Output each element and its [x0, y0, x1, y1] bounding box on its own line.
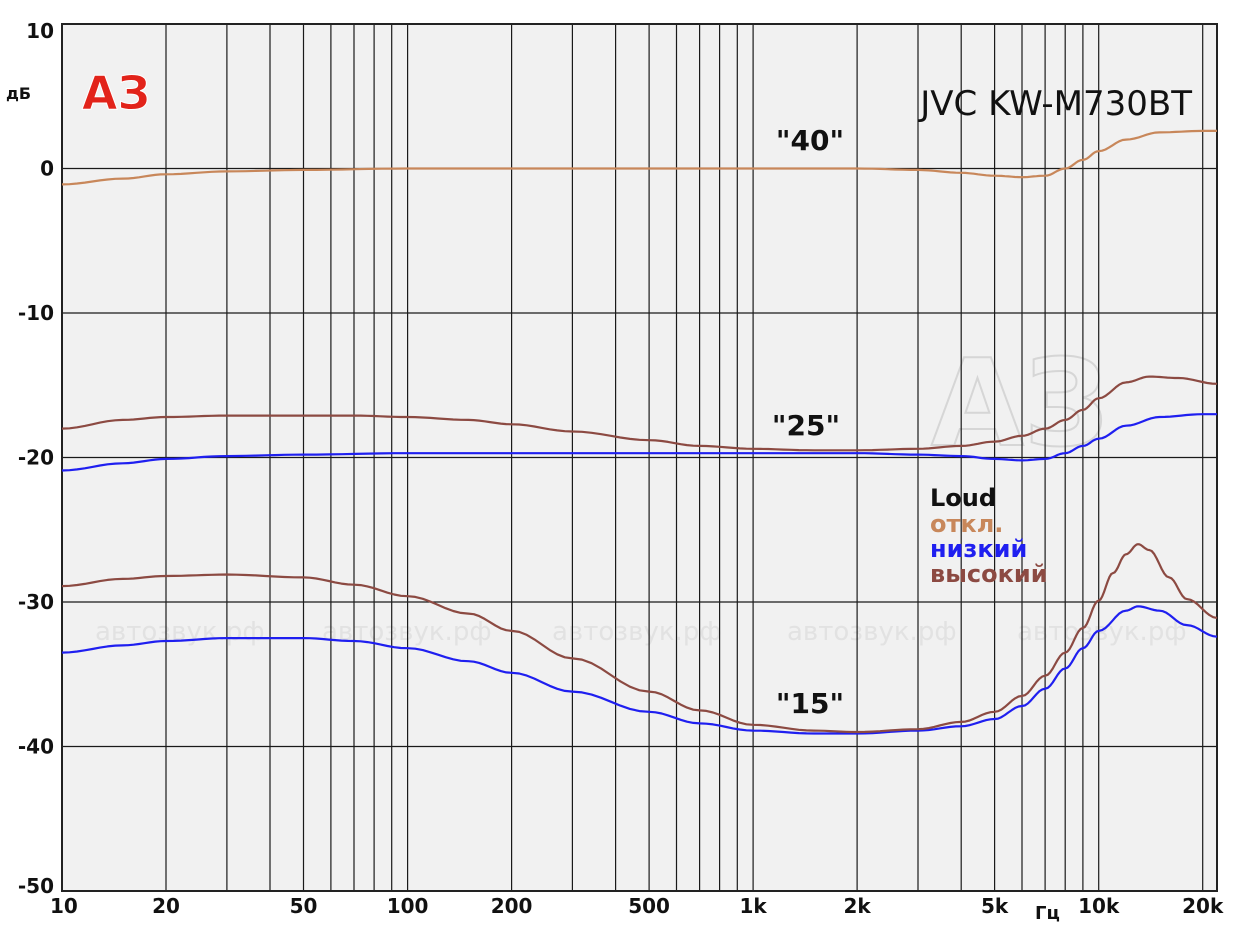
x-tick-label: 1k: [739, 894, 767, 918]
y-tick-label: 0: [40, 157, 54, 181]
watermark-text: автозвук.рф: [1017, 617, 1187, 647]
y-tick-label: -50: [18, 874, 54, 898]
y-tick-label: -10: [18, 301, 54, 325]
x-tick-label: 20k: [1182, 894, 1224, 918]
series-line-0-curve-0: [61, 129, 1217, 186]
legend-item-high: высокий: [930, 560, 1048, 588]
level-annotation-15: "15": [776, 687, 844, 720]
large-logo-watermark-text: АЗ: [931, 335, 1109, 474]
series-line-2-curve-1: [61, 543, 1218, 734]
x-tick-label: 500: [628, 894, 670, 918]
level-annotation-40: "40": [776, 124, 844, 157]
watermark-text: автозвук.рф: [95, 617, 265, 647]
logo-background: [82, 68, 150, 114]
x-tick-label: 100: [387, 894, 429, 918]
x-tick-label: 200: [491, 894, 533, 918]
chart-title: JVC KW-M730BT: [918, 84, 1192, 124]
x-tick-label: 5k: [981, 894, 1009, 918]
watermark-text: автозвук.рф: [552, 617, 722, 647]
watermark-text: автозвук.рф: [787, 617, 957, 647]
watermark-text: автозвук.рф: [322, 617, 492, 647]
x-tick-label: 2k: [843, 894, 871, 918]
legend: Loud откл. низкий высокий: [930, 484, 1048, 588]
logo: АЗ: [81, 66, 150, 121]
legend-item-low: низкий: [930, 535, 1027, 563]
y-tick-labels: 10 0 -10 -20 -30 -40 -50: [18, 19, 54, 898]
x-axis-unit-label: Гц: [1035, 903, 1060, 924]
series-line-1-curve-0: [61, 413, 1217, 472]
y-tick-label: -40: [18, 735, 54, 759]
y-tick-label: -20: [18, 446, 54, 470]
watermark-layer: автозвук.рф автозвук.рф автозвук.рф автозву…: [95, 617, 1187, 647]
legend-title: Loud: [930, 484, 996, 512]
level-annotation-25: "25": [772, 409, 840, 442]
series-line-2-curve-0: [61, 375, 1218, 452]
y-tick-label: 10: [26, 19, 54, 43]
x-tick-label: 10: [50, 894, 78, 918]
x-tick-labels: 10 20 50 100 200 500 1k 2k 5k 10k 20k: [50, 894, 1224, 918]
y-axis-unit-label: дБ: [6, 84, 31, 103]
y-tick-label: -30: [18, 590, 54, 614]
x-tick-label: 50: [290, 894, 318, 918]
x-tick-label: 20: [152, 894, 180, 918]
series-line-1-curve-1: [61, 605, 1218, 735]
series-curves: [61, 129, 1218, 735]
legend-item-off: откл.: [930, 510, 1003, 538]
x-tick-label: 10k: [1078, 894, 1120, 918]
logo-text: АЗ: [82, 66, 150, 120]
plot-frame: [61, 23, 1218, 892]
large-logo-watermark: АЗ: [930, 334, 1110, 475]
grid: [62, 24, 1217, 891]
